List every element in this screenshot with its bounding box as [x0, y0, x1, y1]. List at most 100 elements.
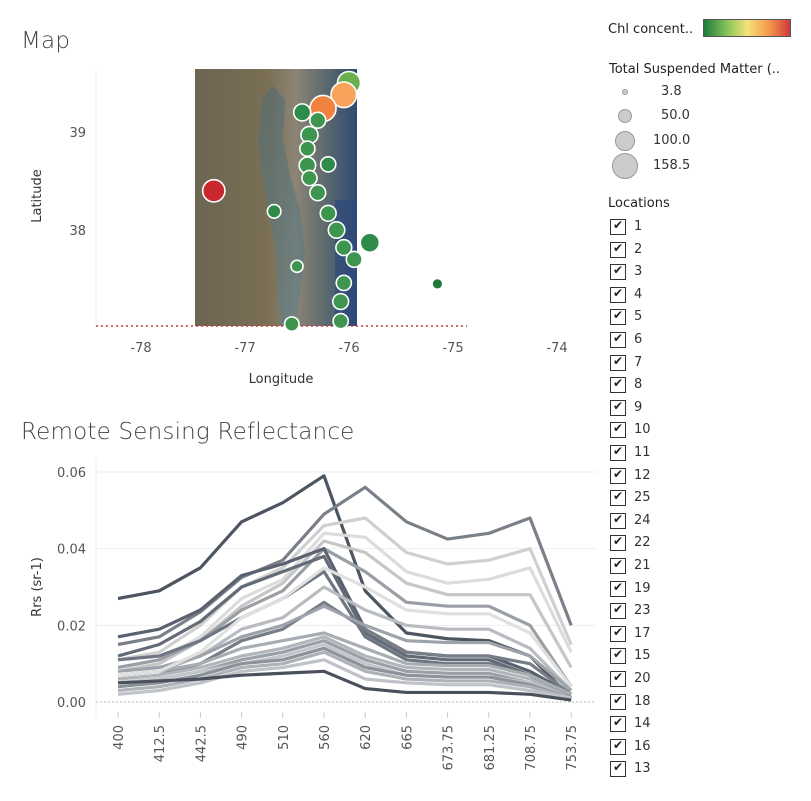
- location-filter-item[interactable]: 20: [610, 670, 690, 691]
- location-filter-item[interactable]: 13: [610, 760, 690, 781]
- map-station-point[interactable]: [319, 204, 337, 223]
- location-checkbox[interactable]: [610, 286, 626, 303]
- map-station-point[interactable]: [335, 274, 353, 292]
- tsm-legend-item[interactable]: 158.5: [610, 153, 800, 179]
- location-checkbox[interactable]: [610, 715, 626, 733]
- rrs-series-line[interactable]: [117, 635, 572, 700]
- map-station-point[interactable]: [283, 316, 300, 333]
- tsm-legend-item[interactable]: 50.0: [610, 104, 800, 128]
- location-filter-item[interactable]: 17: [610, 625, 690, 646]
- location-checkbox[interactable]: [610, 625, 626, 642]
- location-checkbox[interactable]: [610, 331, 626, 348]
- location-filter-item[interactable]: 2: [610, 241, 690, 262]
- location-checkbox[interactable]: [610, 444, 626, 461]
- location-filter-item[interactable]: 4: [610, 286, 690, 307]
- rrs-series-line[interactable]: [117, 516, 573, 662]
- location-checkbox[interactable]: [610, 399, 626, 416]
- location-filter-item[interactable]: 5: [610, 308, 690, 329]
- location-checkbox[interactable]: [610, 534, 626, 552]
- location-filter-item[interactable]: 1: [610, 218, 690, 239]
- rrs-series-line[interactable]: [117, 631, 572, 696]
- location-filter-item[interactable]: 7: [610, 354, 690, 375]
- map-station-point[interactable]: [327, 220, 346, 240]
- location-filter-item[interactable]: 10: [610, 421, 690, 442]
- map-station-point[interactable]: [292, 103, 312, 122]
- location-checkbox[interactable]: [610, 263, 626, 281]
- rrs-ytick-label: 0.04: [57, 543, 86, 558]
- location-checkbox[interactable]: [610, 580, 626, 597]
- tsm-legend-item[interactable]: 100.0: [610, 129, 800, 153]
- rrs-series-line[interactable]: [117, 658, 572, 700]
- location-filter-item[interactable]: 24: [610, 512, 690, 533]
- location-checkbox[interactable]: [610, 512, 626, 529]
- location-checkbox[interactable]: [610, 602, 626, 620]
- location-label: 22: [634, 535, 651, 551]
- location-checkbox[interactable]: [610, 421, 626, 439]
- location-checkbox[interactable]: [610, 489, 626, 507]
- location-checkbox[interactable]: [610, 218, 626, 235]
- location-filter-item[interactable]: 11: [610, 444, 690, 465]
- tsm-value-label: 100.0: [653, 133, 691, 148]
- location-filter-item[interactable]: 25: [610, 489, 690, 510]
- location-checkbox[interactable]: [610, 241, 626, 258]
- location-checkbox[interactable]: [610, 354, 626, 371]
- location-filter-item[interactable]: 15: [610, 647, 690, 668]
- location-label: 2: [634, 241, 643, 257]
- location-filter-item[interactable]: 12: [610, 467, 690, 488]
- rrs-series-line[interactable]: [117, 566, 573, 688]
- location-filter-item[interactable]: 6: [610, 331, 690, 352]
- location-checkbox[interactable]: [610, 376, 626, 394]
- map-station-point[interactable]: [335, 238, 353, 257]
- location-label: 24: [634, 512, 651, 528]
- map-station-point[interactable]: [201, 178, 226, 203]
- location-label: 16: [634, 738, 651, 754]
- map-station-point[interactable]: [266, 203, 282, 219]
- location-filter-item[interactable]: 19: [610, 580, 690, 601]
- map-station-point[interactable]: [431, 277, 444, 291]
- tsm-value-label: 158.5: [653, 158, 691, 173]
- chl-legend-label: Chl concent..: [608, 22, 694, 37]
- map-title: Map: [21, 28, 71, 54]
- chl-color-ramp[interactable]: [703, 19, 791, 37]
- location-filter-item[interactable]: 9: [610, 399, 690, 420]
- location-filter-item[interactable]: 14: [610, 715, 690, 736]
- location-checkbox[interactable]: [610, 467, 626, 484]
- rrs-series-line[interactable]: [117, 604, 573, 692]
- location-filter-item[interactable]: 3: [610, 263, 690, 284]
- location-filter-item[interactable]: 22: [610, 534, 690, 555]
- location-filter-item[interactable]: 21: [610, 557, 690, 578]
- map-station-point[interactable]: [309, 111, 327, 129]
- rrs-series-line[interactable]: [117, 554, 572, 700]
- location-checkbox[interactable]: [610, 647, 626, 665]
- location-label: 9: [634, 399, 643, 415]
- rrs-series-line[interactable]: [117, 646, 572, 700]
- location-filter-item[interactable]: 8: [610, 376, 690, 397]
- location-checkbox[interactable]: [610, 670, 626, 687]
- location-filter-item[interactable]: 18: [610, 693, 690, 714]
- location-filter-item[interactable]: 23: [610, 602, 690, 623]
- location-label: 8: [634, 377, 643, 393]
- tsm-legend-item[interactable]: 3.8: [610, 80, 800, 104]
- location-checkbox[interactable]: [610, 693, 626, 710]
- map-station-point[interactable]: [359, 232, 381, 254]
- map-station-point[interactable]: [319, 155, 337, 173]
- location-label: 11: [634, 445, 651, 460]
- rrs-series-line[interactable]: [117, 531, 573, 670]
- rrs-series-line[interactable]: [117, 485, 573, 647]
- location-checkbox[interactable]: [610, 308, 626, 326]
- map-station-point[interactable]: [299, 140, 316, 158]
- map-station-point[interactable]: [332, 312, 350, 330]
- location-checkbox[interactable]: [610, 557, 626, 574]
- map-station-point[interactable]: [301, 169, 318, 187]
- location-checkbox[interactable]: [610, 738, 626, 755]
- map-station-point[interactable]: [290, 259, 304, 274]
- map-station-point[interactable]: [309, 184, 327, 202]
- rrs-series-line[interactable]: [117, 669, 572, 702]
- rrs-ytick-label: 0.00: [57, 696, 86, 711]
- map-station-point[interactable]: [345, 250, 363, 269]
- location-filter-item[interactable]: 16: [610, 738, 690, 759]
- map-station-point[interactable]: [331, 292, 350, 311]
- rrs-ytick-label: 0.02: [57, 619, 86, 634]
- map-station-point[interactable]: [330, 81, 358, 109]
- location-checkbox[interactable]: [610, 760, 626, 778]
